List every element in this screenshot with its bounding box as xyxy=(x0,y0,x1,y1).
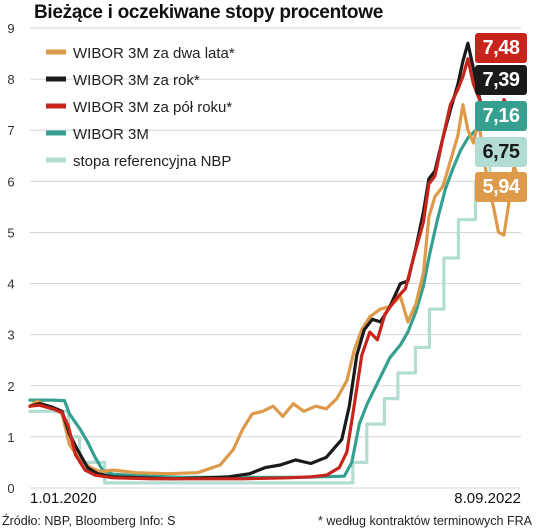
y-tick-label: 6 xyxy=(7,174,14,189)
y-tick-label: 9 xyxy=(7,21,14,36)
end-value-badge: 7,16 xyxy=(475,101,527,131)
end-value-badge: 7,39 xyxy=(475,65,527,95)
y-tick-label: 2 xyxy=(7,379,14,394)
y-axis-ticks: 0 1 2 3 4 5 6 7 8 9 xyxy=(7,21,14,496)
x-start-label: 1.01.2020 xyxy=(30,490,97,507)
end-value-badge: 7,48 xyxy=(475,33,527,63)
y-tick-label: 3 xyxy=(7,328,14,343)
footnote: * według kontraktów terminowych FRA xyxy=(318,514,532,528)
y-tick-label: 0 xyxy=(7,481,14,496)
legend-label: WIBOR 3M za dwa lata* xyxy=(73,45,235,62)
source-note: Źródło: NBP, Bloomberg Info: S xyxy=(2,514,176,528)
legend-label: WIBOR 3M za rok* xyxy=(73,72,200,89)
y-tick-label: 5 xyxy=(7,225,14,240)
y-tick-label: 8 xyxy=(7,72,14,87)
legend-label: stopa referencyjna NBP xyxy=(73,153,231,170)
series-line-2 xyxy=(28,57,523,481)
legend-label: WIBOR 3M za pół roku* xyxy=(73,99,232,116)
series-line-0 xyxy=(28,103,523,476)
x-axis-labels: 1.01.2020 8.09.2022 xyxy=(30,490,521,507)
legend-label: WIBOR 3M xyxy=(73,126,149,143)
legend: WIBOR 3M za dwa lata* WIBOR 3M za rok* WIB… xyxy=(46,45,235,170)
series-line-4 xyxy=(28,141,523,485)
end-value-badge: 5,94 xyxy=(475,172,527,202)
y-tick-label: 4 xyxy=(7,277,14,292)
chart-title: Bieżące i oczekiwane stopy procentowe xyxy=(34,2,383,23)
end-value-badge: 6,75 xyxy=(475,137,527,167)
y-tick-label: 1 xyxy=(7,430,14,445)
grid-lines xyxy=(30,27,521,489)
x-end-label: 8.09.2022 xyxy=(454,490,521,507)
y-tick-label: 7 xyxy=(7,123,14,138)
